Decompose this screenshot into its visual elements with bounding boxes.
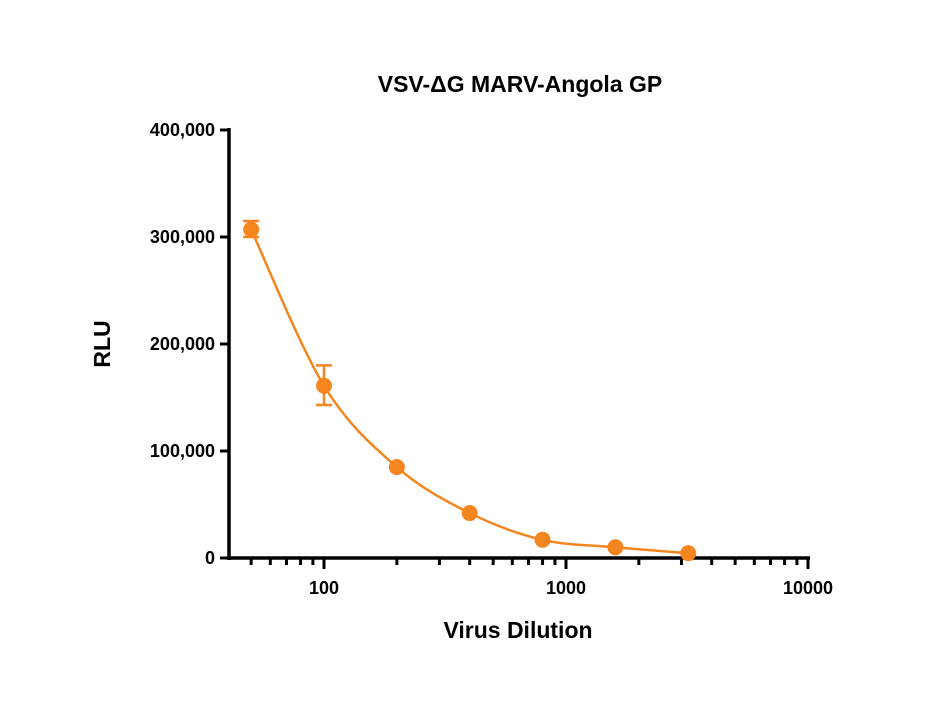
x-tick-label: 10000 [783, 578, 833, 598]
chart-title: VSV-ΔG MARV-Angola GP [378, 71, 662, 97]
x-axis-label: Virus Dilution [443, 617, 592, 643]
y-tick-label: 200,000 [150, 334, 215, 354]
y-tick-label: 100,000 [150, 441, 215, 461]
y-axis-label: RLU [89, 320, 115, 367]
data-series [243, 219, 697, 562]
y-tick-label: 0 [205, 548, 215, 568]
y-tick-label: 300,000 [150, 227, 215, 247]
series-line [250, 228, 689, 555]
data-point [315, 377, 332, 394]
data-point [388, 459, 405, 476]
x-tick-label: 1000 [546, 578, 586, 598]
data-point [534, 531, 551, 548]
data-point [461, 505, 478, 522]
data-point [243, 221, 260, 238]
data-point [680, 545, 697, 562]
y-tick-label: 400,000 [150, 120, 215, 140]
x-tick-label: 100 [309, 578, 339, 598]
axes: 0 100,000 200,000 300,000 400,000 100 1000 1000… [150, 120, 833, 598]
data-point [607, 539, 624, 556]
